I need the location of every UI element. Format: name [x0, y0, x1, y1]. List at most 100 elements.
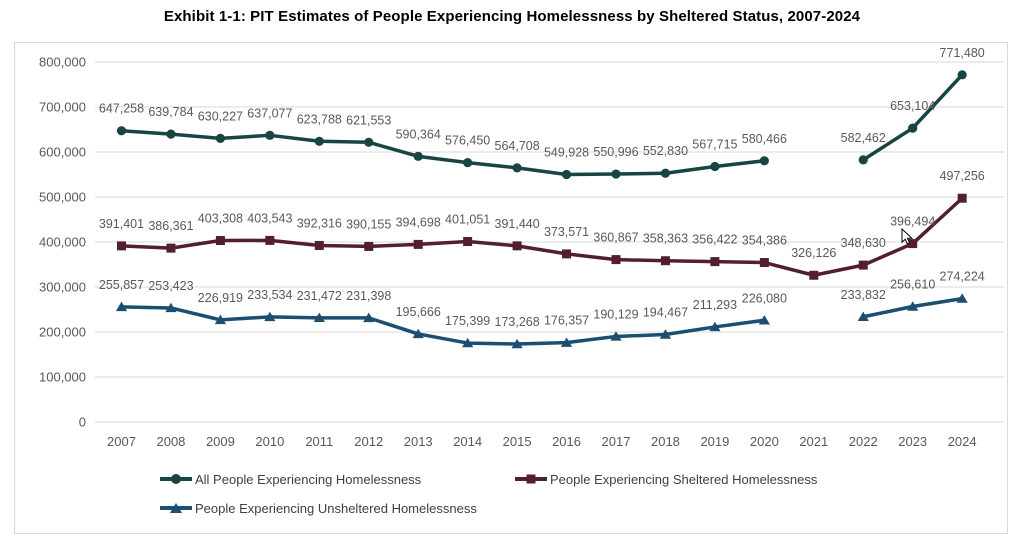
marker-triangle: [363, 312, 375, 323]
data-label: 552,830: [643, 144, 688, 158]
marker-circle: [858, 155, 868, 165]
data-label: 621,553: [346, 113, 391, 127]
marker-triangle: [412, 328, 424, 339]
y-tick-label: 700,000: [39, 100, 86, 115]
marker-square: [858, 260, 868, 270]
data-label: 637,077: [247, 106, 292, 120]
x-tick-label: 2007: [107, 434, 136, 449]
marker-circle: [215, 133, 225, 143]
marker-triangle: [857, 311, 869, 321]
marker-triangle: [956, 293, 968, 303]
data-label: 195,666: [396, 305, 441, 319]
y-tick-label: 500,000: [39, 190, 86, 205]
data-label: 771,480: [940, 46, 985, 60]
data-label: 590,364: [396, 127, 441, 141]
data-label: 211,293: [693, 298, 737, 312]
marker-square: [215, 236, 225, 246]
marker-circle: [314, 136, 324, 146]
marker-circle: [265, 130, 275, 140]
data-label: 630,227: [198, 109, 243, 123]
data-label: 226,080: [742, 291, 787, 305]
x-tick-label: 2023: [898, 434, 927, 449]
marker-square: [117, 241, 126, 251]
x-tick-label: 2024: [948, 434, 977, 449]
data-label: 175,399: [445, 314, 490, 328]
data-label: 567,715: [692, 138, 737, 152]
data-label: 391,440: [495, 217, 540, 231]
x-tick-label: 2016: [552, 434, 581, 449]
series-line-2: [119, 305, 767, 346]
x-tick-label: 2011: [305, 434, 333, 449]
x-tick-label: 2018: [651, 434, 680, 449]
data-label: 576,450: [445, 134, 490, 148]
marker-circle: [957, 70, 967, 80]
legend-line-marker-triangle-icon: [160, 503, 192, 513]
data-label: 403,543: [247, 211, 292, 225]
marker-triangle: [462, 337, 474, 348]
data-label: 394,698: [396, 215, 441, 229]
y-tick-label: 300,000: [39, 280, 86, 295]
data-label: 550,996: [593, 145, 638, 159]
data-label: 564,708: [495, 139, 540, 153]
marker-circle: [759, 156, 769, 166]
marker-triangle: [560, 337, 573, 347]
data-label: 623,788: [297, 112, 342, 126]
data-label: 639,784: [148, 105, 193, 119]
marker-square: [759, 258, 769, 268]
data-label: 580,466: [742, 132, 787, 146]
marker-square: [660, 256, 670, 266]
data-label: 396,494: [890, 215, 935, 229]
marker-square: [809, 270, 819, 280]
chart-frame: [14, 42, 1008, 534]
legend-line-marker-circle-icon: [160, 474, 192, 484]
x-tick-label: 2022: [849, 434, 878, 449]
marker-square: [611, 255, 621, 265]
marker-triangle: [610, 331, 622, 341]
x-tick-label: 2020: [750, 434, 779, 449]
marker-circle: [710, 161, 720, 172]
x-tick-label: 2013: [404, 434, 433, 449]
data-label: 549,928: [544, 146, 589, 160]
marker-square: [463, 237, 473, 247]
data-label: 653,104: [890, 99, 935, 113]
chart-title: Exhibit 1-1: PIT Estimates of People Exp…: [163, 8, 861, 25]
data-label: 356,422: [692, 233, 737, 247]
y-tick-label: 100,000: [39, 370, 86, 385]
marker-circle: [166, 129, 176, 139]
data-label: 497,256: [940, 169, 985, 183]
data-label: 348,630: [841, 236, 886, 250]
data-label: 354,386: [742, 234, 787, 248]
marker-circle: [116, 126, 127, 136]
data-label: 391,401: [99, 217, 144, 231]
data-label: 194,467: [643, 305, 688, 319]
x-tick-label: 2019: [700, 434, 729, 449]
data-label: 231,472: [297, 289, 342, 303]
data-label: 392,316: [297, 216, 342, 230]
marker-square: [364, 241, 374, 251]
mouse-cursor: [901, 228, 914, 245]
data-label: 647,258: [99, 102, 144, 116]
data-label: 226,919: [198, 291, 243, 305]
series-line-1: [119, 196, 964, 277]
data-label: 231,398: [346, 289, 391, 303]
data-label: 190,129: [593, 307, 638, 321]
marker-square: [710, 257, 720, 267]
legend-label-unsheltered: People Experiencing Unsheltered Homeless…: [195, 500, 477, 516]
data-label: 256,610: [890, 278, 935, 292]
marker-square: [908, 239, 918, 249]
data-label: 401,051: [445, 213, 490, 227]
x-tick-label: 2015: [503, 434, 532, 449]
data-label: 326,126: [791, 246, 836, 260]
data-label: 373,571: [544, 225, 589, 239]
data-label: 274,224: [940, 270, 985, 284]
x-tick-label: 2009: [206, 434, 235, 449]
marker-square: [413, 239, 423, 249]
x-tick-label: 2008: [156, 434, 185, 449]
marker-triangle: [165, 302, 177, 313]
marker-square: [265, 235, 275, 245]
marker-square: [957, 193, 967, 203]
marker-triangle: [115, 301, 128, 312]
marker-circle: [413, 151, 423, 161]
marker-triangle: [758, 315, 770, 325]
